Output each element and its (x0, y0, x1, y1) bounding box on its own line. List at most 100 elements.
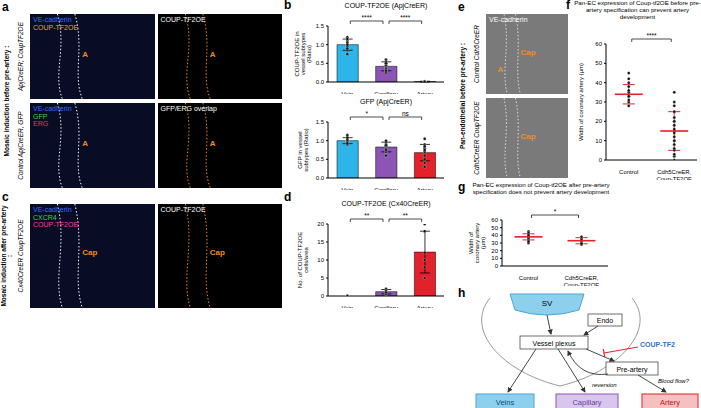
svg-text:60: 60 (595, 41, 602, 47)
svg-text:10: 10 (595, 138, 602, 144)
html-text:Width of coronary artery (µm): Width of coronary artery (µm) (468, 222, 486, 264)
svg-text:Blood flow?: Blood flow? (658, 378, 690, 384)
html-text:h: h (458, 286, 466, 300)
svg-text:Capillary: Capillary (374, 187, 397, 190)
svg-text:0: 0 (495, 263, 499, 269)
svg-text:0.0: 0.0 (316, 175, 325, 181)
svg-text:0: 0 (599, 157, 603, 163)
svg-text:5: 5 (321, 275, 325, 281)
html-text:Pan-EC expression of Coup-tf2O: Pan-EC expression of Coup-tf2OE after pr… (472, 181, 610, 195)
svg-text:****: **** (400, 14, 411, 21)
html-text:VE-cadherin: VE-cadherin (33, 105, 72, 112)
svg-text:60: 60 (491, 217, 498, 223)
html-text:c: c (2, 190, 9, 204)
html-text:ERG: ERG (33, 120, 49, 128)
html-text:ApjCreER; CoupTF2OE: ApjCreER; CoupTF2OE (16, 22, 24, 91)
html-text:Cap: Cap (520, 47, 536, 57)
svg-text:20: 20 (491, 248, 498, 254)
svg-text:****: **** (362, 14, 373, 21)
html-text:COUP-TF2OE: COUP-TF2OE (33, 221, 79, 229)
svg-text:30: 30 (595, 99, 602, 105)
html-text:Mosaic induction after pre-art: Mosaic induction after pre-artery : (0, 205, 13, 307)
html-text:Cap: Cap (209, 247, 225, 257)
svg-text:10: 10 (491, 255, 498, 261)
svg-text:1.5: 1.5 (316, 23, 325, 29)
svg-text:Control: Control (519, 275, 538, 281)
svg-text:50: 50 (491, 225, 498, 231)
svg-text:**: ** (403, 212, 409, 219)
html-text:d: d (284, 190, 292, 204)
html-text:VE-cadherin: VE-cadherin (33, 206, 72, 213)
html-text:VE-cadherin: VE-cadherin (33, 16, 72, 23)
svg-text:Capillary: Capillary (374, 91, 397, 94)
html-text:CXCR4: CXCR4 (33, 213, 57, 221)
svg-text:Artery: Artery (417, 187, 433, 190)
svg-text:Pre-artery: Pre-artery (616, 366, 648, 374)
html-text:g: g (458, 180, 466, 194)
svg-text:Cdh5CreER,Coup-TF2OE: Cdh5CreER,Coup-TF2OE (656, 169, 692, 180)
svg-text:30: 30 (491, 240, 498, 246)
html-text:VE-cadherin: VE-cadherin (489, 16, 528, 23)
svg-text:40: 40 (491, 232, 498, 238)
html-text:A: A (82, 49, 89, 59)
html-text:Control ApjCreER, GFP: Control ApjCreER, GFP (16, 111, 24, 180)
svg-text:Vessel plexus: Vessel plexus (533, 340, 576, 348)
html-text:COUP-TF2OE: COUP-TF2OE (33, 23, 79, 31)
html-text:e: e (458, 0, 465, 14)
svg-text:Control: Control (619, 169, 638, 175)
svg-text:Capillary: Capillary (374, 305, 397, 308)
html-text:Cap: Cap (82, 247, 98, 257)
svg-text:Vein: Vein (341, 187, 353, 190)
html-text:GFP/ERG overlap: GFP/ERG overlap (160, 105, 217, 112)
svg-text:**: ** (364, 212, 370, 219)
html-text:GFP in vessel subtypes (Ratio): GFP in vessel subtypes (Ratio) (297, 128, 309, 172)
svg-text:15: 15 (317, 239, 324, 245)
html-text:Mosaic induction before pre-ar: Mosaic induction before pre-artery : (2, 45, 10, 157)
svg-text:0: 0 (321, 293, 325, 299)
svg-text:Veins: Veins (496, 398, 515, 407)
svg-text:40: 40 (595, 80, 602, 86)
svg-text:ns: ns (402, 110, 410, 117)
svg-text:10: 10 (317, 257, 324, 263)
html-text:No. of COUP-TF2OE cells/area: No. of COUP-TF2OE cells/area (297, 231, 309, 289)
svg-text:Artery: Artery (660, 398, 680, 407)
html-text:COUP-TF2OE in vessel subtypes: COUP-TF2OE in vessel subtypes (Ratio) (294, 31, 312, 77)
svg-text:20: 20 (317, 221, 324, 227)
svg-text:Endo: Endo (597, 317, 613, 324)
html-text:A: A (82, 138, 89, 148)
svg-text:Artery: Artery (417, 305, 433, 308)
html-text:Pan-endothelial before pre-art: Pan-endothelial before pre-artery : (458, 42, 466, 150)
html-text:Cap: Cap (520, 131, 536, 141)
svg-text:COUP-TF2: COUP-TF2 (640, 341, 675, 348)
html-text:Cx40CreER CoupTF2OE: Cx40CreER CoupTF2OE (16, 219, 24, 293)
html-text:A: A (209, 49, 216, 59)
html-text:A: A (209, 138, 216, 148)
svg-text:Capillary: Capillary (572, 398, 601, 407)
svg-text:Vein: Vein (341, 305, 353, 308)
svg-text:1.0: 1.0 (316, 138, 325, 144)
html-text:a: a (2, 0, 9, 14)
html-text:GFP: GFP (33, 112, 48, 120)
svg-text:reversion: reversion (592, 382, 617, 388)
svg-text:0.0: 0.0 (316, 79, 325, 85)
svg-text:Vein: Vein (341, 91, 353, 94)
svg-text:****: **** (646, 32, 657, 39)
svg-text:1.0: 1.0 (316, 42, 325, 48)
html-text:Pan-EC expression of Coup-tf2O: Pan-EC expression of Coup-tf2OE before p… (574, 0, 701, 20)
svg-text:0.5: 0.5 (316, 60, 325, 66)
html-text:Control Cdh5CreER: Control Cdh5CreER (472, 25, 480, 83)
svg-text:1.5: 1.5 (316, 119, 325, 125)
svg-text:SV: SV (542, 299, 553, 308)
svg-text:*: * (554, 208, 557, 215)
html-text:A: A (497, 65, 504, 75)
svg-text:Cdh5CreER,Coup-TF2OE: Cdh5CreER,Coup-TF2OE (564, 275, 600, 286)
svg-text:50: 50 (595, 60, 602, 66)
svg-text:20: 20 (595, 118, 602, 124)
html-text:COUP-TF2OE: COUP-TF2OE (160, 16, 206, 23)
svg-text:*: * (365, 110, 368, 117)
html-text:COUP-TF2OE (ApjCreER): COUP-TF2OE (ApjCreER) (344, 2, 428, 9)
html-text:COUP-TF2OE: COUP-TF2OE (160, 206, 206, 213)
html-text:Cdh5CreER CoupTF2OE: Cdh5CreER CoupTF2OE (472, 101, 480, 175)
svg-text:0.5: 0.5 (316, 156, 325, 162)
svg-text:Artery: Artery (417, 91, 433, 94)
